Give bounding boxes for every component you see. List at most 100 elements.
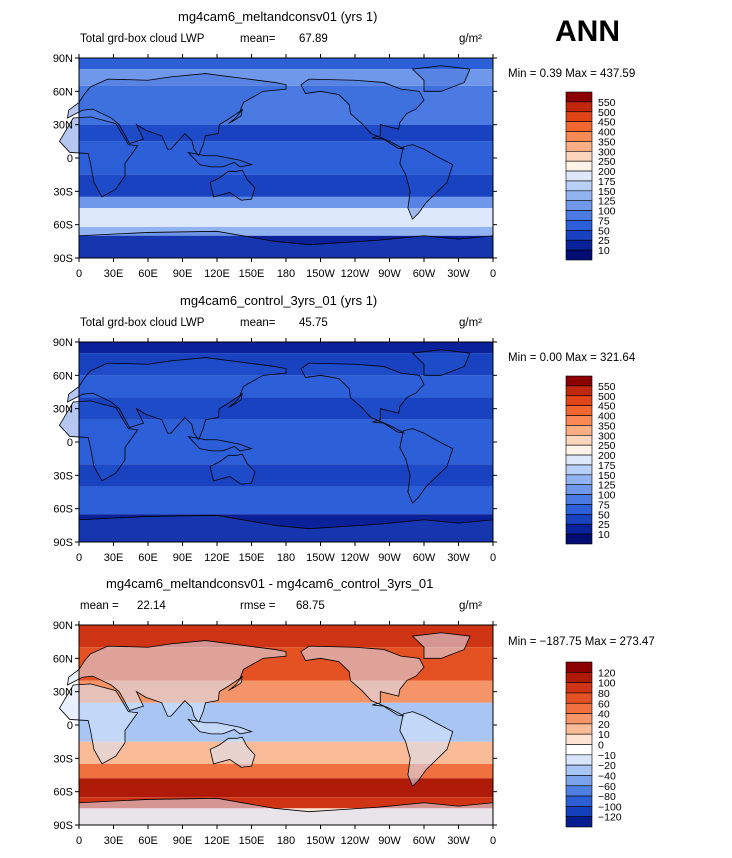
panel3-colorbar-swatch bbox=[565, 764, 593, 776]
panel1-colorbar-label: 450 bbox=[598, 117, 616, 129]
panel2-coast-north_america bbox=[300, 362, 425, 434]
panel2-lon-tick-label: 90W bbox=[378, 552, 401, 564]
panel2-colorbar-label: 125 bbox=[598, 480, 616, 492]
panel2-colorbar-swatch bbox=[565, 444, 593, 456]
panel1-subtitle: Total grd-box cloud LWP bbox=[80, 33, 205, 45]
panel3-lat-tick-label: 30S bbox=[53, 753, 73, 765]
panel1-lon-tick-label: 0 bbox=[76, 268, 82, 280]
panel1-band-4 bbox=[79, 124, 493, 142]
panel2-lat-tick-label: 30N bbox=[53, 404, 73, 416]
panel1-coast-south_america bbox=[399, 144, 454, 220]
panel1-colorbar-label: 75 bbox=[598, 215, 610, 227]
panel2-lon-tick-label: 60E bbox=[138, 552, 158, 564]
panel1-field bbox=[79, 58, 493, 258]
panel1-colorbar-label: 300 bbox=[598, 146, 616, 158]
panel2-band-7 bbox=[79, 514, 493, 542]
panel1-coast-europe_asia bbox=[66, 73, 287, 157]
panel1-lon-tick-label: 120W bbox=[341, 268, 370, 280]
panel2-subtitle: Total grd-box cloud LWP bbox=[80, 317, 205, 329]
panel2-coast-greenland bbox=[411, 349, 471, 376]
panel2-colorbar-swatch bbox=[565, 464, 593, 476]
panel2-mean-label: mean= bbox=[240, 317, 276, 329]
panel1-band-5 bbox=[79, 141, 493, 175]
panel3-coast-europe_asia bbox=[66, 640, 287, 724]
panel3-colorbar-swatch bbox=[565, 733, 593, 745]
panel2-colorbar-swatch bbox=[565, 523, 593, 535]
panel3-coast-japan bbox=[228, 675, 243, 691]
panel3-band-7 bbox=[79, 797, 493, 809]
panel1-colorbar-label: 125 bbox=[598, 196, 616, 208]
panel3-lon-tick-label: 0 bbox=[76, 835, 82, 847]
panel2-lon-tick-label: 120W bbox=[341, 552, 370, 564]
panel1-mean-value: 67.89 bbox=[299, 33, 328, 45]
panel2-lon-tick-label: 120E bbox=[204, 552, 230, 564]
panel2-colorbar-swatch bbox=[565, 425, 593, 436]
panel2-band-6 bbox=[79, 486, 493, 515]
panel3-band-6 bbox=[79, 778, 493, 798]
panel3-colorbar-label: −80 bbox=[598, 791, 616, 803]
panel3-colorbar-label: −40 bbox=[598, 770, 616, 782]
panel3-colorbar-label: −10 bbox=[598, 750, 616, 762]
panel2-band-0 bbox=[79, 342, 493, 354]
panel2-colorbar-label: 450 bbox=[598, 401, 616, 413]
panel2-lat-tick-label: 0 bbox=[67, 437, 73, 449]
panel1-colorbar-label: 175 bbox=[598, 176, 616, 188]
panel1-title: mg4cam6_meltandconsv01 (yrs 1) bbox=[178, 9, 378, 24]
panel1-colorbar-label: 200 bbox=[598, 166, 616, 178]
panel2-coast-europe_asia bbox=[66, 357, 287, 441]
panel1-band-8 bbox=[79, 208, 493, 227]
panel3-lon-tick-label: 150E bbox=[239, 835, 265, 847]
panel1-colorbar-label: 250 bbox=[598, 156, 616, 168]
panel1-coast-greenland bbox=[411, 65, 471, 92]
panel2-colorbar-label: 300 bbox=[598, 430, 616, 442]
panel3-colorbar-label: 40 bbox=[598, 709, 610, 721]
panel2-colorbar: 5505004504003503002502001751501251007550… bbox=[565, 375, 616, 545]
panel2-colorbar-swatch bbox=[565, 415, 593, 426]
panel3-lon-tick-label: 60E bbox=[138, 835, 158, 847]
panel1-lon-tick-label: 60W bbox=[413, 268, 436, 280]
panel1-lon-tick-label: 150W bbox=[306, 268, 335, 280]
panel3-colorbar-swatch bbox=[565, 816, 593, 828]
panel3-colorbar-label: −20 bbox=[598, 760, 616, 772]
panel2-colorbar-swatch bbox=[565, 484, 593, 495]
panel2-field bbox=[79, 342, 493, 542]
panel2-colorbar-swatch bbox=[565, 375, 593, 387]
panel2-band-4 bbox=[79, 419, 493, 465]
panel1-band-6 bbox=[79, 174, 493, 197]
panel3-colorbar-swatch bbox=[565, 692, 593, 704]
panel2-lat-tick-label: 90S bbox=[53, 537, 73, 549]
panel1-lat-tick-label: 90S bbox=[53, 253, 73, 265]
panel1-colorbar-swatch bbox=[565, 131, 593, 142]
panel1-lon-tick-label: 0 bbox=[490, 268, 496, 280]
panel3-band-4 bbox=[79, 741, 493, 764]
panel2-colorbar-label: 100 bbox=[598, 490, 616, 502]
panel1-colorbar: 5505004504003503002502001751501251007550… bbox=[565, 91, 616, 261]
panel1-band-2 bbox=[79, 85, 493, 108]
panel1-colorbar-swatch bbox=[565, 200, 593, 211]
panel3-colorbar-label: 10 bbox=[598, 729, 610, 741]
panel3-rmse-value: 68.75 bbox=[296, 600, 325, 612]
panel1-colorbar-swatch bbox=[565, 190, 593, 202]
panel3-lon-tick-label: 60W bbox=[413, 835, 436, 847]
panel1-colorbar-swatch bbox=[565, 160, 593, 172]
panel1-lon-tick-label: 150E bbox=[239, 268, 265, 280]
panel1-lon-tick-label: 120E bbox=[204, 268, 230, 280]
panel1-colorbar-swatch bbox=[565, 121, 593, 132]
panel2-colorbar-swatch bbox=[565, 533, 593, 545]
panel2-colorbar-swatch bbox=[565, 405, 593, 416]
panel2-coast-japan bbox=[228, 392, 243, 408]
panel3-lon-tick-label: 0 bbox=[490, 835, 496, 847]
panel2-lon-tick-label: 0 bbox=[490, 552, 496, 564]
panel1-colorbar-swatch bbox=[565, 141, 593, 152]
panel3-colorbar-swatch bbox=[565, 672, 593, 683]
panel3-rmse-label: rmse = bbox=[240, 600, 276, 612]
panel3-colorbar-label: 100 bbox=[598, 678, 616, 690]
panel3-coast-south_america bbox=[399, 711, 454, 787]
panel2-colorbar-swatch bbox=[565, 434, 593, 446]
panel2-colorbar-swatch bbox=[565, 454, 593, 466]
panel2-lon-tick-label: 60W bbox=[413, 552, 436, 564]
panel2-mean-value: 45.75 bbox=[299, 317, 328, 329]
panel1-colorbar-label: 10 bbox=[598, 245, 610, 257]
panel1-colorbar-swatch bbox=[565, 220, 593, 231]
